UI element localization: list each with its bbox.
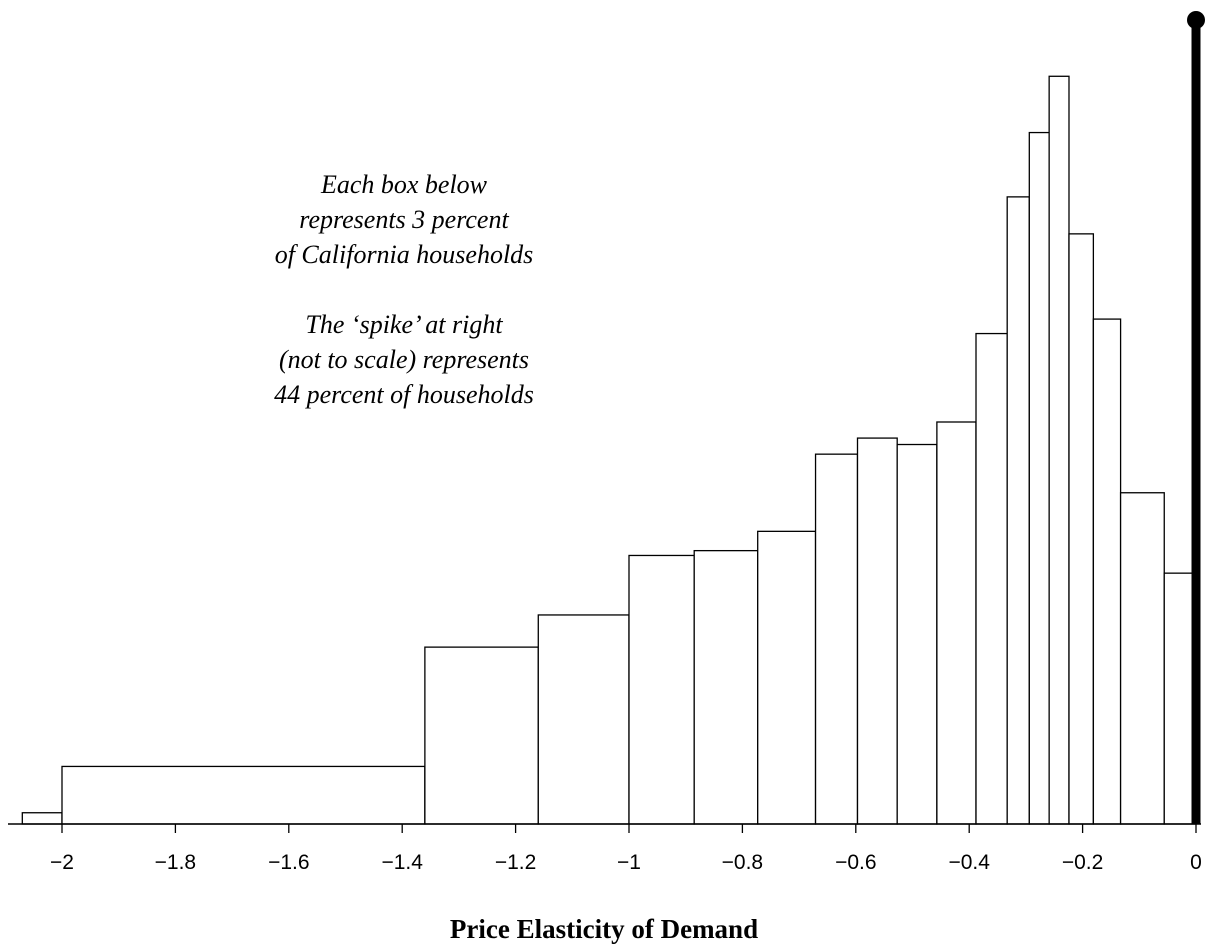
histogram-bar [1068,233,1095,825]
x-tick-label: −1.6 [268,851,309,874]
histogram-bar [1163,572,1197,825]
histogram-bar [896,443,938,825]
histogram-bar [1092,318,1122,825]
histogram-bar [757,530,817,825]
histogram-bars [21,75,1197,825]
histogram-bar [628,554,695,825]
x-axis-ticks: −2 −1.8 −1.6 −1.4 −1.2 −1 −0.8 −0.6 −0.4 −0.2 0 [50,824,1202,874]
histogram-bar [61,765,426,825]
histogram-bar [424,646,539,825]
x-axis-label: Price Elasticity of Demand [450,914,758,944]
histogram-bar [1028,131,1050,825]
annotation-line: 44 percent of households [274,380,534,409]
annotation-line: of California households [275,240,534,269]
annotation-line: The ‘spike’ at right [305,310,503,339]
x-tick-label: −0.2 [1062,851,1103,874]
histogram-bar [975,332,1008,825]
histogram-bar [1006,196,1030,825]
histogram-bar [936,421,977,825]
x-tick-label: −2 [50,851,74,874]
x-tick-label: −1.2 [495,851,536,874]
annotation-note: Each box below represents 3 percent of Cal… [274,170,534,409]
annotation-line: Each box below [320,170,488,199]
histogram-bar [1119,492,1165,825]
spike-dot [1187,11,1205,29]
x-tick-label: −1.4 [381,851,423,874]
histogram-bar [21,812,63,825]
histogram-bar [1048,75,1070,825]
spike-mark [1187,11,1205,824]
histogram-bar [814,453,859,825]
x-tick-label: −0.4 [948,851,990,874]
annotation-line: (not to scale) represents [279,345,529,374]
histogram-bar [693,549,759,825]
x-tick-label: −0.6 [835,851,876,874]
x-tick-label: −1 [617,851,641,874]
x-tick-label: −0.8 [722,851,763,874]
x-tick-label: 0 [1190,851,1202,874]
x-tick-label: −1.8 [155,851,196,874]
histogram-bar [856,437,898,825]
annotation-line: represents 3 percent [299,205,509,234]
histogram-bar [537,614,630,825]
